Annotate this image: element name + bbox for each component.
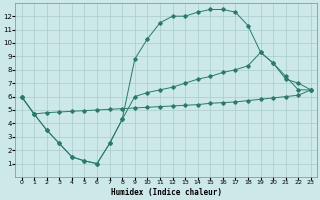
X-axis label: Humidex (Indice chaleur): Humidex (Indice chaleur) — [111, 188, 222, 197]
